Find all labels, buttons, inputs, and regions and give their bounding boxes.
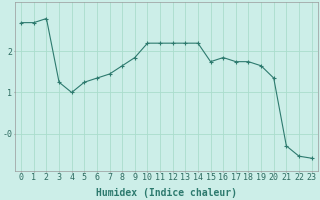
X-axis label: Humidex (Indice chaleur): Humidex (Indice chaleur) [96, 188, 237, 198]
